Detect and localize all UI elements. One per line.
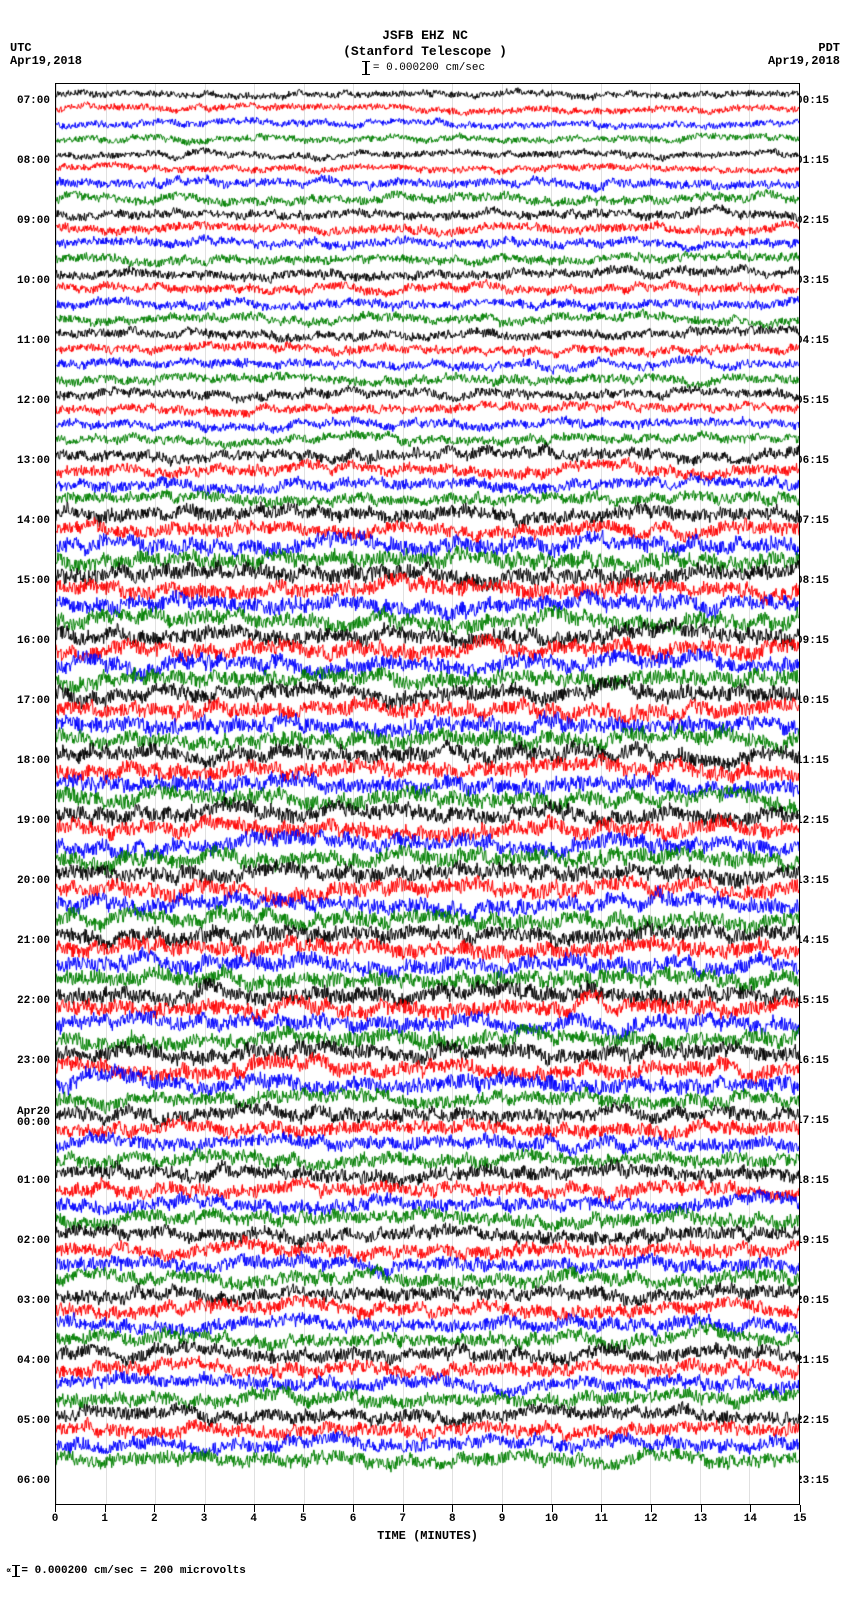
y-tick-left: 19:00 — [2, 816, 50, 827]
x-tick-label: 4 — [250, 1513, 257, 1525]
y-tick-left: 16:00 — [2, 636, 50, 647]
x-tick-label: 14 — [744, 1513, 757, 1525]
y-tick-left: 23:00 — [2, 1056, 50, 1067]
date-right: Apr19,2018 — [768, 55, 840, 68]
y-tick-right: 19:15 — [796, 1236, 844, 1247]
x-tick-label: 13 — [694, 1513, 707, 1525]
y-tick-right: 20:15 — [796, 1296, 844, 1307]
scale-bar-icon — [15, 1565, 17, 1577]
y-tick-left: 12:00 — [2, 396, 50, 407]
x-tick-label: 9 — [499, 1513, 506, 1525]
y-axis-right: 00:15 01:15 02:15 03:15 04:15 05:15 06:15 07:15… — [796, 83, 848, 1505]
traces-canvas — [56, 84, 799, 1504]
x-tick-label: 7 — [399, 1513, 406, 1525]
x-axis: TIME (MINUTES) 0123456789101112131415 — [55, 1505, 800, 1545]
x-tick-label: 8 — [449, 1513, 456, 1525]
y-tick-left: Apr2000:00 — [2, 1107, 50, 1129]
x-tick-label: 0 — [52, 1513, 59, 1525]
y-tick-left: 04:00 — [2, 1356, 50, 1367]
title-line2: (Stanford Telescope ) — [0, 44, 850, 60]
y-tick-right: 02:15 — [796, 216, 844, 227]
date-left: Apr19,2018 — [10, 55, 82, 68]
y-tick-right: 00:15 — [796, 96, 844, 107]
x-tick-label: 6 — [350, 1513, 357, 1525]
y-tick-right: 14:15 — [796, 936, 844, 947]
y-tick-right: 22:15 — [796, 1416, 844, 1427]
y-tick-right: 09:15 — [796, 636, 844, 647]
y-tick-right: 06:15 — [796, 456, 844, 467]
y-axis-left: 07:00 08:00 09:00 10:00 11:00 12:00 13:00 14:00… — [2, 83, 54, 1505]
y-tick-left: 03:00 — [2, 1296, 50, 1307]
y-tick-right: 05:15 — [796, 396, 844, 407]
y-tick-left: 05:00 — [2, 1416, 50, 1427]
footer-text: = 0.000200 cm/sec = 200 microvolts — [21, 1565, 245, 1577]
seismogram-page: UTC Apr19,2018 PDT Apr19,2018 JSFB EHZ N… — [0, 0, 850, 1587]
scale-indicator: = 0.000200 cm/sec — [0, 61, 850, 75]
x-tick-label: 3 — [201, 1513, 208, 1525]
y-tick-right: 03:15 — [796, 276, 844, 287]
y-tick-left: 09:00 — [2, 216, 50, 227]
y-tick-left: 18:00 — [2, 756, 50, 767]
y-tick-right: 10:15 — [796, 696, 844, 707]
tz-right: PDT Apr19,2018 — [768, 42, 840, 68]
seismogram-plot — [55, 83, 800, 1505]
x-axis-label: TIME (MINUTES) — [55, 1529, 800, 1543]
footer-scale: ∝ = 0.000200 cm/sec = 200 microvolts — [0, 1545, 850, 1587]
y-tick-left: 20:00 — [2, 876, 50, 887]
y-tick-left: 11:00 — [2, 336, 50, 347]
x-tick-label: 1 — [101, 1513, 108, 1525]
y-tick-right: 13:15 — [796, 876, 844, 887]
title-line1: JSFB EHZ NC — [0, 28, 850, 44]
y-tick-left: 17:00 — [2, 696, 50, 707]
y-tick-left: 22:00 — [2, 996, 50, 1007]
y-tick-right: 07:15 — [796, 516, 844, 527]
footer-prefix: ∝ — [6, 1566, 11, 1576]
y-tick-left: 02:00 — [2, 1236, 50, 1247]
y-tick-right: 16:15 — [796, 1056, 844, 1067]
tz-left: UTC Apr19,2018 — [10, 42, 82, 68]
chart-title: JSFB EHZ NC (Stanford Telescope ) — [0, 0, 850, 59]
y-tick-right: 23:15 — [796, 1476, 844, 1487]
y-tick-right: 15:15 — [796, 996, 844, 1007]
y-tick-left: 07:00 — [2, 96, 50, 107]
y-tick-right: 08:15 — [796, 576, 844, 587]
y-tick-right: 12:15 — [796, 816, 844, 827]
y-tick-right: 11:15 — [796, 756, 844, 767]
y-tick-left: 08:00 — [2, 156, 50, 167]
x-tick-label: 12 — [644, 1513, 657, 1525]
scale-text: = 0.000200 cm/sec — [373, 62, 485, 74]
y-tick-right: 18:15 — [796, 1176, 844, 1187]
y-tick-right: 04:15 — [796, 336, 844, 347]
y-tick-left: 15:00 — [2, 576, 50, 587]
x-tick-label: 11 — [595, 1513, 608, 1525]
y-tick-left: 21:00 — [2, 936, 50, 947]
y-tick-left: 06:00 — [2, 1476, 50, 1487]
y-tick-right: 17:15 — [796, 1116, 844, 1127]
x-tick-label: 10 — [545, 1513, 558, 1525]
x-tick-label: 5 — [300, 1513, 307, 1525]
y-tick-left: 01:00 — [2, 1176, 50, 1187]
y-tick-right: 01:15 — [796, 156, 844, 167]
x-tick-label: 2 — [151, 1513, 158, 1525]
scale-bar-icon — [365, 61, 367, 75]
y-tick-left: 10:00 — [2, 276, 50, 287]
y-tick-left: 13:00 — [2, 456, 50, 467]
y-tick-left: 14:00 — [2, 516, 50, 527]
y-tick-right: 21:15 — [796, 1356, 844, 1367]
x-tick-label: 15 — [793, 1513, 806, 1525]
